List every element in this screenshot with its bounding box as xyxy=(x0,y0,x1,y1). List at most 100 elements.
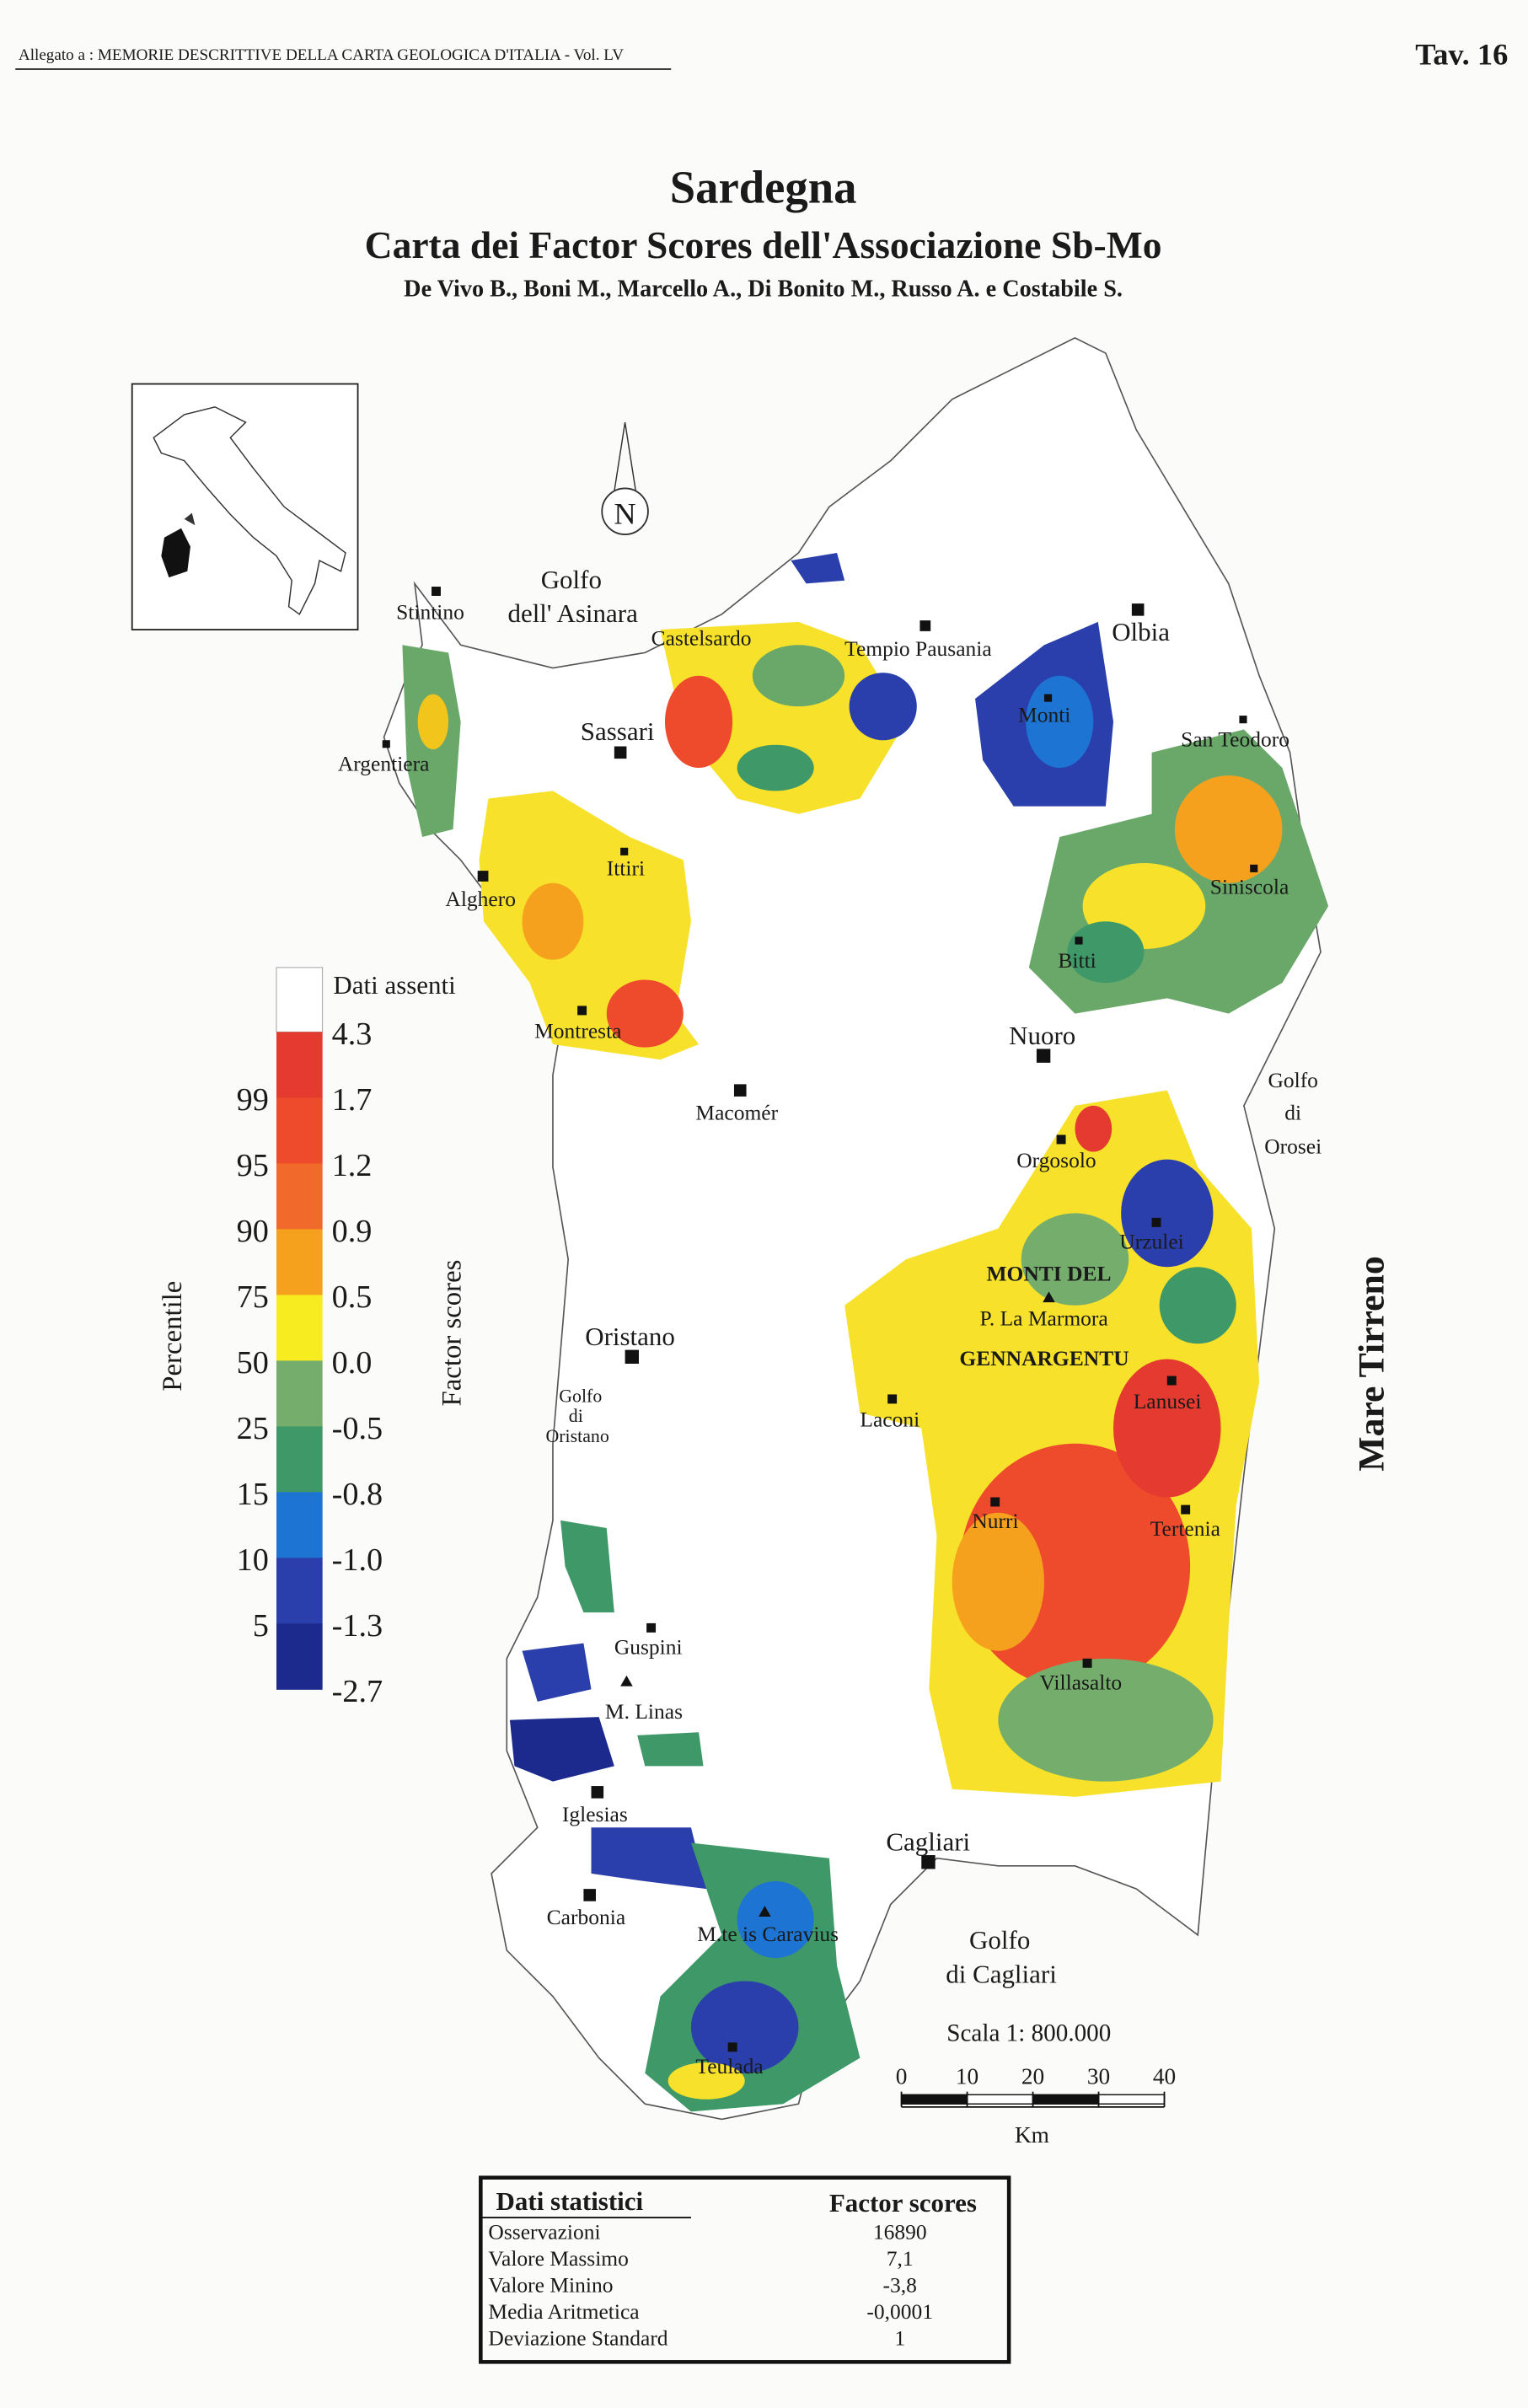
stats-row-value: -0,0001 xyxy=(866,2299,933,2324)
score-patches xyxy=(402,552,1329,2112)
scale-tick-label: 0 xyxy=(896,2064,908,2089)
legend-swatch xyxy=(276,1229,323,1295)
percentile-label: 5 xyxy=(253,1608,269,1644)
scale-segment xyxy=(1032,2094,1100,2105)
place-label: Alghero xyxy=(445,887,516,911)
scale-label: Scala 1: 800.000 xyxy=(946,2020,1111,2047)
score-label: -1.0 xyxy=(332,1542,383,1578)
percentile-label: 25 xyxy=(237,1411,269,1446)
north-label: N xyxy=(614,496,635,530)
place-label: Carbonia xyxy=(547,1905,625,1929)
mountain-label: MONTI DEL xyxy=(986,1262,1111,1286)
place-label: Iglesias xyxy=(562,1802,628,1826)
place-label: Villasalto xyxy=(1040,1670,1123,1694)
place-label: Lanusei xyxy=(1134,1389,1202,1413)
score-label: 1.7 xyxy=(332,1082,373,1118)
stats-row-value: 7,1 xyxy=(887,2246,914,2271)
stats-table: Dati statistici Factor scores Osservazio… xyxy=(479,2175,1011,2364)
legend-swatch xyxy=(276,1623,323,1690)
place-label: Oristano xyxy=(585,1322,675,1351)
legend-swatch xyxy=(276,1032,323,1098)
legend-swatch xyxy=(276,1558,323,1624)
place-label: Stintino xyxy=(396,599,464,624)
gulf-label: Orosei xyxy=(1264,1134,1322,1158)
score-label: 0.0 xyxy=(332,1345,373,1381)
score-label: -0.8 xyxy=(332,1477,383,1512)
gulf-label: Oristano xyxy=(545,1426,609,1446)
scale-segment xyxy=(966,2094,1034,2105)
score-label: 1.2 xyxy=(332,1148,373,1183)
mountain-label: GENNARGENTU xyxy=(959,1346,1129,1370)
stats-row-label: Valore Minino xyxy=(488,2273,613,2298)
plate-number: Tav. 16 xyxy=(1415,38,1508,72)
source-note: Allegato a : MEMORIE DESCRITTIVE DELLA C… xyxy=(19,46,624,64)
place-label: Tertenia xyxy=(1150,1516,1220,1541)
place-label: Monti xyxy=(1018,702,1070,727)
stats-row-label: Valore Massimo xyxy=(488,2246,628,2271)
gulf-label: di Cagliari xyxy=(946,1959,1057,1988)
sea-label: Mare Tirreno xyxy=(1352,1256,1392,1471)
gulf-label: Golfo xyxy=(559,1386,602,1407)
gulf-label: di xyxy=(569,1406,583,1426)
place-label: M. Linas xyxy=(605,1699,683,1724)
score-label: 4.3 xyxy=(332,1016,373,1052)
place-label: Bitti xyxy=(1058,948,1096,973)
place-label: Urzulei xyxy=(1119,1229,1183,1253)
place-markers xyxy=(382,587,1258,2052)
scale-bar: Scala 1: 800.000 Km 0 10 20 30 40 xyxy=(896,2020,1176,2148)
gulf-label: dell' Asinara xyxy=(507,598,638,628)
place-label: San Teodoro xyxy=(1181,727,1289,752)
stats-row-value: 16890 xyxy=(873,2220,927,2244)
scale-tick-label: 20 xyxy=(1021,2064,1044,2089)
percentile-label: 90 xyxy=(237,1214,269,1249)
stats-header: Factor scores xyxy=(829,2188,977,2218)
score-title: Factor scores xyxy=(437,1260,468,1407)
score-label: 0.5 xyxy=(332,1279,373,1315)
place-label: Olbia xyxy=(1112,617,1170,646)
missing-swatch xyxy=(276,967,324,1032)
percentile-label: 50 xyxy=(237,1345,269,1381)
legend: Dati assenti Percentile Factor scores 4.… xyxy=(158,967,468,1709)
place-label: Macomér xyxy=(695,1100,778,1124)
missing-label: Dati assenti xyxy=(333,970,456,1000)
score-label: -2.7 xyxy=(332,1674,383,1709)
authors: De Vivo B., Boni M., Marcello A., Di Bon… xyxy=(404,276,1123,303)
legend-swatch xyxy=(276,1097,323,1164)
scale-tick-label: 10 xyxy=(956,2064,978,2089)
legend-swatch xyxy=(276,1360,323,1427)
place-label: Siniscola xyxy=(1210,874,1289,898)
subtitle: Carta dei Factor Scores dell'Associazion… xyxy=(365,223,1162,266)
stats-row-label: Osservazioni xyxy=(488,2220,600,2244)
percentile-label: 75 xyxy=(237,1279,269,1315)
scale-tick-label: 40 xyxy=(1153,2064,1176,2089)
place-label: Argentiera xyxy=(338,752,430,776)
stats-row-value: 1 xyxy=(894,2326,905,2351)
percentile-title: Percentile xyxy=(158,1281,188,1392)
gulf-label: di xyxy=(1284,1100,1301,1124)
score-label: -0.5 xyxy=(332,1411,383,1446)
score-label: -1.3 xyxy=(332,1608,383,1644)
place-label: Nuoro xyxy=(1009,1021,1075,1050)
percentile-label: 99 xyxy=(237,1082,269,1118)
place-label: Teulada xyxy=(695,2054,763,2078)
scale-unit: Km xyxy=(1015,2122,1049,2148)
stats-row-label: Media Aritmetica xyxy=(488,2299,639,2324)
percentile-label: 95 xyxy=(237,1148,269,1183)
place-label: Tempio Pausania xyxy=(844,636,992,661)
place-label: P. La Marmora xyxy=(980,1306,1108,1330)
place-label: Guspini xyxy=(614,1634,683,1659)
place-labels: Stintino Castelsardo Tempio Pausania Olb… xyxy=(338,599,1289,2078)
place-label: Nurri xyxy=(972,1509,1018,1533)
stats-row-label: Deviazione Standard xyxy=(488,2326,667,2351)
place-label: Ittiri xyxy=(607,856,645,881)
water-labels: Golfo dell' Asinara Golfo di Orosei Golf… xyxy=(507,565,1391,1988)
gulf-label: Golfo xyxy=(1268,1068,1318,1092)
place-label: Orgosolo xyxy=(1016,1148,1096,1172)
gulf-label: Golfo xyxy=(541,565,602,594)
percentile-label: 15 xyxy=(237,1477,269,1512)
legend-swatch xyxy=(276,1163,323,1230)
place-label: Sassari xyxy=(581,716,655,746)
inset-map xyxy=(131,383,359,630)
